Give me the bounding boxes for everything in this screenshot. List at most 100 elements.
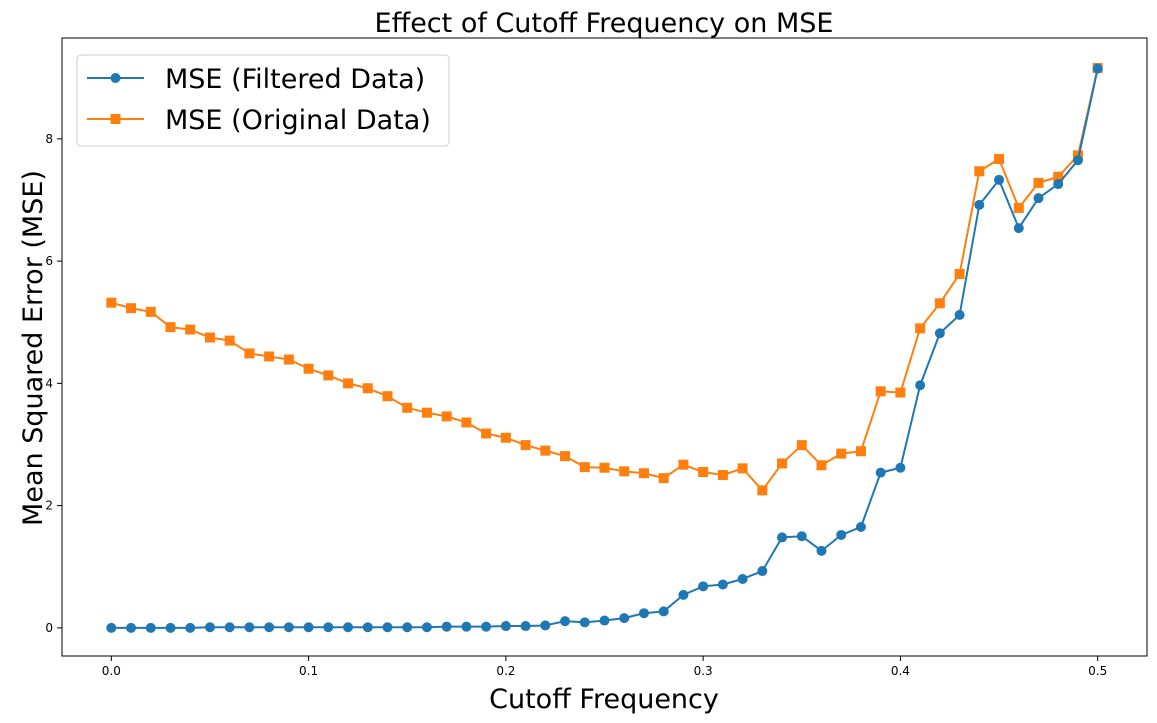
data-point <box>1072 155 1083 166</box>
data-point <box>875 386 886 397</box>
data-point <box>106 297 117 308</box>
x-tick-label: 0.0 <box>102 664 121 678</box>
data-point <box>954 268 965 279</box>
data-point <box>619 613 630 624</box>
data-point <box>481 428 492 439</box>
data-point <box>441 621 452 632</box>
data-point <box>441 411 452 422</box>
data-point <box>1033 193 1044 204</box>
data-point <box>934 328 945 339</box>
data-point <box>777 532 788 543</box>
data-point <box>244 622 255 633</box>
data-point <box>520 621 531 632</box>
data-point <box>204 332 215 343</box>
data-point <box>599 462 610 473</box>
data-point <box>481 621 492 632</box>
data-point <box>402 402 413 413</box>
y-axis: 0 2 4 6 8 <box>45 132 62 635</box>
data-point <box>461 417 472 428</box>
data-point <box>579 617 590 628</box>
data-point <box>382 391 393 402</box>
data-point <box>165 322 176 333</box>
data-point <box>303 363 314 374</box>
y-tick-label: 6 <box>45 254 53 268</box>
data-point <box>126 303 137 314</box>
data-point <box>1013 223 1024 234</box>
data-point <box>1053 179 1064 190</box>
data-point <box>717 470 728 481</box>
y-tick-label: 4 <box>45 376 53 390</box>
data-point <box>698 467 709 478</box>
legend-marker-filtered <box>110 73 121 83</box>
data-point <box>836 448 847 459</box>
data-point <box>855 446 866 457</box>
data-point <box>421 622 432 633</box>
data-point <box>658 606 669 617</box>
data-point <box>185 622 196 633</box>
legend: MSE (Filtered Data) MSE (Original Data) <box>76 54 450 147</box>
data-point <box>244 348 255 359</box>
data-point <box>303 622 314 633</box>
data-point <box>895 462 906 473</box>
data-point <box>698 581 709 592</box>
series-filtered <box>106 63 1103 633</box>
data-point <box>777 458 788 469</box>
data-point <box>1053 171 1064 182</box>
data-point <box>264 622 275 633</box>
data-point <box>126 622 137 633</box>
data-point <box>836 529 847 540</box>
data-point <box>500 621 511 632</box>
data-point <box>145 622 156 633</box>
data-point <box>579 462 590 473</box>
data-point <box>875 467 886 478</box>
data-point <box>1013 202 1024 213</box>
y-axis-title: Mean Squared Error (MSE) <box>18 170 49 526</box>
data-point <box>343 622 354 633</box>
data-point <box>145 306 156 317</box>
data-point <box>343 378 354 389</box>
series-layer <box>106 62 1103 633</box>
data-point <box>638 468 649 479</box>
data-point <box>678 589 689 600</box>
data-point <box>737 573 748 584</box>
y-tick-label: 2 <box>45 499 53 513</box>
data-point <box>421 407 432 418</box>
data-point <box>362 622 373 633</box>
data-point <box>540 620 551 631</box>
legend-label-filtered: MSE (Filtered Data) <box>165 64 425 95</box>
y-tick-label: 8 <box>45 132 53 146</box>
data-point <box>954 309 965 320</box>
data-point <box>638 608 649 619</box>
data-point <box>599 615 610 626</box>
data-point <box>974 166 985 177</box>
x-tick-label: 0.3 <box>694 664 713 678</box>
data-point <box>283 622 294 633</box>
x-tick-label: 0.2 <box>496 664 515 678</box>
data-point <box>737 463 748 474</box>
data-point <box>323 370 334 381</box>
data-point <box>816 545 827 556</box>
data-point <box>915 323 926 334</box>
data-point <box>204 622 215 633</box>
data-point <box>974 199 985 210</box>
data-point <box>283 354 294 365</box>
data-point <box>619 466 630 477</box>
data-point <box>264 351 275 362</box>
data-point <box>560 616 571 627</box>
x-tick-label: 0.4 <box>891 664 910 678</box>
data-point <box>757 485 768 496</box>
chart-title: Effect of Cutoff Frequency on MSE <box>375 8 834 39</box>
data-point <box>461 621 472 632</box>
series-original <box>106 62 1103 496</box>
data-point <box>1092 63 1103 74</box>
data-point <box>895 387 906 398</box>
legend-marker-original <box>110 114 121 124</box>
data-point <box>994 154 1005 165</box>
data-point <box>678 459 689 470</box>
data-point <box>658 473 669 484</box>
x-axis: 0.0 0.1 0.2 0.3 0.4 0.5 <box>102 656 1107 678</box>
data-point <box>520 440 531 451</box>
data-point <box>796 440 807 451</box>
data-point <box>224 335 235 346</box>
